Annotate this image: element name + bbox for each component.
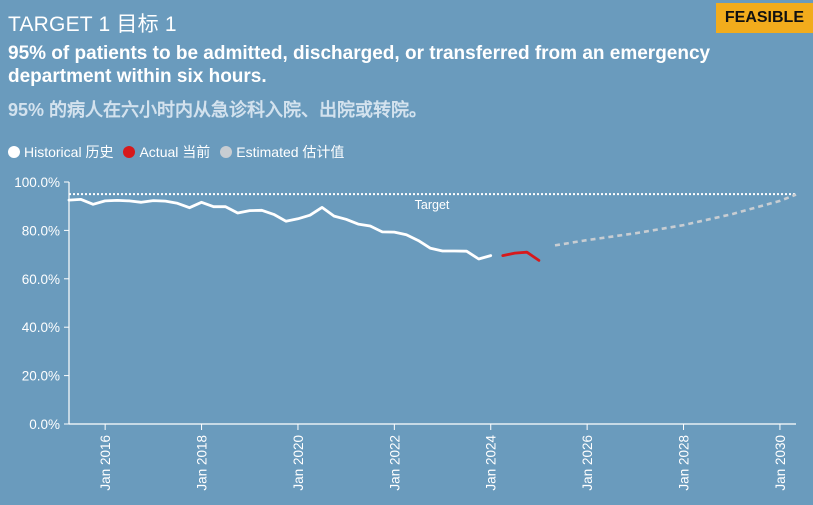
- x-tick-label: Jan 2020: [291, 435, 306, 491]
- subhead-chinese: 95% 的病人在六小时内从急诊科入院、出院或转院。: [8, 100, 428, 120]
- legend-label-estimated: Estimated 估计值: [236, 144, 345, 160]
- legend-label-historical: Historical 历史: [24, 144, 114, 160]
- legend: Historical 历史 Actual 当前 Estimated 估计值: [8, 142, 354, 162]
- target-label: TARGET 1 目标 1: [8, 13, 177, 36]
- historical-line: [67, 198, 493, 261]
- y-tick-label: 100.0%: [14, 175, 60, 190]
- x-tick-label: Jan 2024: [484, 435, 499, 491]
- x-tick-label: Jan 2026: [580, 435, 595, 491]
- estimated-dot-icon: [220, 146, 233, 158]
- actual-dot-icon: [123, 146, 136, 158]
- x-tick-label: Jan 2016: [98, 435, 113, 491]
- x-tick-label: Jan 2028: [677, 435, 692, 491]
- legend-item-historical[interactable]: Historical 历史: [8, 142, 113, 162]
- y-tick-label: 40.0%: [22, 320, 60, 335]
- x-tick-label: Jan 2022: [387, 435, 402, 491]
- target-label: Target: [415, 198, 450, 212]
- estimated-line: [554, 193, 797, 247]
- y-tick-label: 80.0%: [22, 223, 60, 238]
- x-tick-label: Jan 2018: [195, 435, 210, 491]
- legend-item-actual[interactable]: Actual 当前: [123, 142, 210, 162]
- x-tick-label: Jan 2030: [773, 435, 788, 491]
- legend-label-actual: Actual 当前: [139, 144, 211, 160]
- actual-line: [501, 250, 541, 262]
- headline: 95% of patients to be admitted, discharg…: [8, 43, 711, 87]
- y-tick-label: 20.0%: [22, 369, 60, 384]
- y-tick-label: 0.0%: [29, 417, 60, 432]
- historical-dot-icon: [8, 146, 20, 158]
- y-tick-label: 60.0%: [22, 272, 60, 287]
- feasible-badge: FEASIBLE: [715, 3, 813, 33]
- legend-item-estimated[interactable]: Estimated 估计值: [220, 142, 344, 162]
